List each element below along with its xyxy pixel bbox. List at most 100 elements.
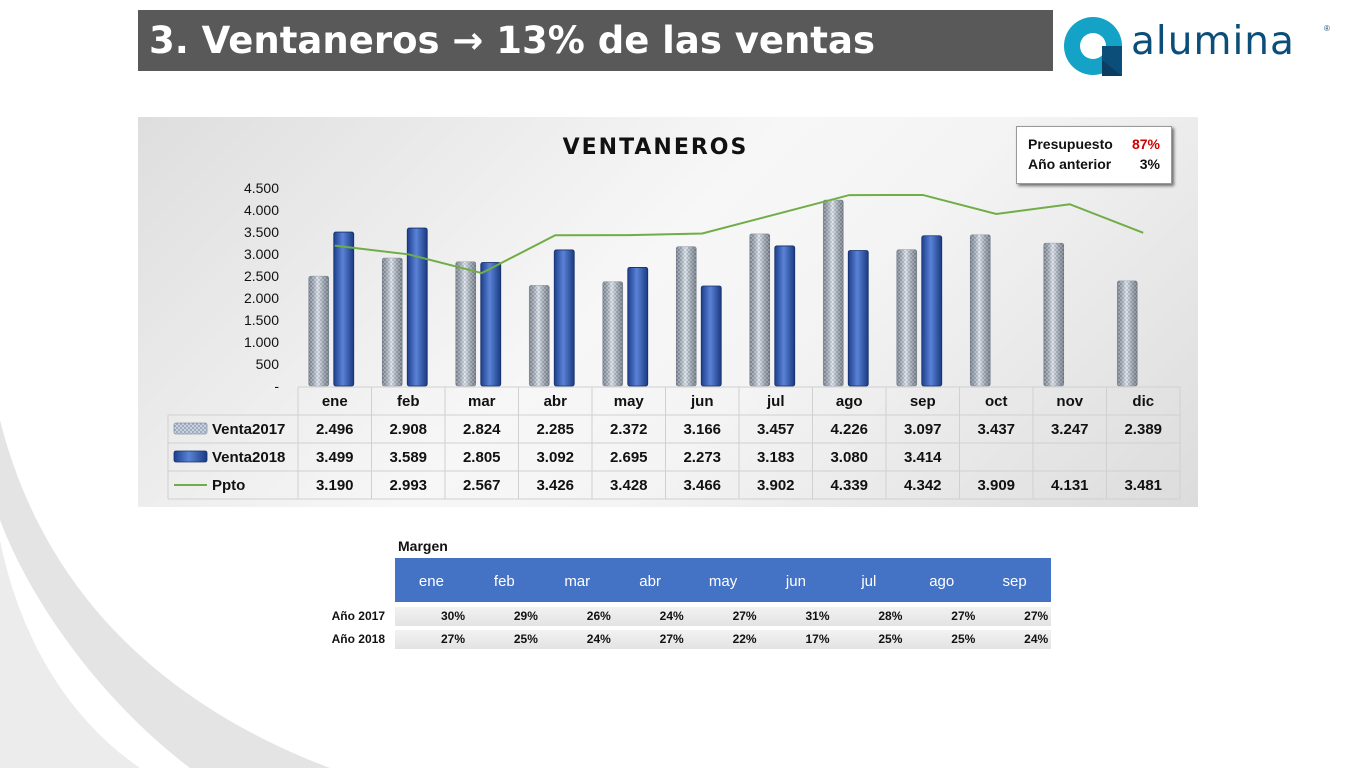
bar-venta2017-shade: [749, 233, 770, 386]
margen-cell: 22%: [732, 632, 757, 646]
margen-title: Margen: [398, 538, 448, 554]
y-tick-label: 3.500: [244, 224, 279, 240]
x-tick-label: oct: [985, 393, 1008, 410]
legend-label: Venta2018: [212, 449, 285, 466]
data-label: 2.273: [683, 449, 721, 466]
kpi-anterior-label: Año anterior: [1028, 156, 1112, 172]
data-label: 3.466: [683, 477, 721, 494]
data-label: 3.428: [610, 477, 648, 494]
bar-venta2017-shade: [823, 200, 844, 386]
data-label: 2.993: [389, 477, 427, 494]
data-label: 3.457: [757, 421, 795, 438]
x-tick-label: jul: [766, 393, 785, 410]
margen-cell: 27%: [659, 632, 684, 646]
bar-venta2018: [333, 231, 355, 387]
bar-venta2018: [847, 250, 869, 387]
data-label: 3.247: [1051, 421, 1089, 438]
margen-cell: 24%: [659, 609, 684, 623]
line-ppto: [334, 193, 1144, 275]
data-label: 4.131: [1051, 477, 1089, 494]
alumina-logo-mark: [1064, 17, 1122, 76]
margen-month-header: ago: [929, 573, 955, 590]
data-label: 3.481: [1124, 477, 1162, 494]
margen-month-header: jun: [785, 573, 806, 590]
x-tick-label: dic: [1132, 393, 1154, 410]
data-label: 2.285: [536, 421, 574, 438]
margen-cell: 24%: [1024, 632, 1049, 646]
bar-venta2017-shade: [1043, 243, 1064, 386]
margen-cell: 25%: [878, 632, 903, 646]
logo-text: alumina: [1131, 19, 1295, 64]
bar-venta2017-shade: [308, 276, 329, 386]
margen-row-label: Año 2018: [331, 632, 385, 646]
bar-venta2018: [921, 235, 943, 387]
kpi-presupuesto-value: 87%: [1131, 136, 1160, 152]
margen-cell: 27%: [440, 632, 465, 646]
data-label: 3.097: [904, 421, 942, 438]
margen-cell: 30%: [440, 609, 465, 623]
margen-cell: 28%: [878, 609, 903, 623]
x-tick-label: jun: [690, 393, 714, 410]
data-label: 2.824: [463, 421, 501, 438]
x-tick-label: may: [614, 393, 645, 410]
data-label: 3.092: [536, 449, 574, 466]
bar-venta2017-shade: [455, 261, 476, 386]
margen-month-header: feb: [493, 573, 515, 590]
legend-label: Ppto: [212, 477, 245, 494]
bar-venta2017-shade: [529, 285, 550, 386]
data-label: 2.695: [610, 449, 648, 466]
legend-key-venta2018: [173, 450, 208, 463]
margen-cell: 27%: [951, 609, 976, 623]
margen-month-header: abr: [639, 573, 661, 590]
margen-cell: 25%: [513, 632, 538, 646]
slide-title: 3. Ventaneros → 13% de las ventas: [138, 10, 1053, 71]
data-label: 3.437: [977, 421, 1015, 438]
kpi-presupuesto-label: Presupuesto: [1028, 136, 1113, 152]
margen-month-header: may: [708, 573, 738, 590]
kpi-box: Presupuesto 87% Año anterior 3%: [1016, 126, 1172, 184]
bar-venta2018: [774, 245, 796, 387]
bar-venta2018: [627, 267, 649, 387]
margen-cell: 29%: [513, 609, 538, 623]
y-tick-label: -: [274, 378, 279, 394]
x-tick-label: mar: [468, 393, 496, 410]
kpi-anterior-value: 3%: [1139, 156, 1160, 172]
data-label: 4.226: [830, 421, 868, 438]
data-label: 3.190: [316, 477, 354, 494]
x-tick-label: feb: [397, 393, 420, 410]
bar-venta2018: [480, 262, 502, 387]
y-tick-label: 1.500: [244, 312, 279, 328]
y-tick-label: 3.000: [244, 246, 279, 262]
margen-month-header: mar: [564, 573, 591, 590]
data-label: 3.414: [904, 449, 942, 466]
data-label: 3.589: [389, 449, 427, 466]
x-tick-label: ene: [322, 393, 348, 410]
sales-chart: - 500 1.000 1.500 2.000 2.500 3.000 3.500 4.000 4…: [138, 117, 1198, 507]
margen-row-label: Año 2017: [331, 609, 385, 623]
y-tick-label: 500: [256, 356, 280, 372]
x-tick-label: nov: [1056, 393, 1083, 410]
margen-month-header: jul: [861, 573, 877, 590]
x-tick-label: ago: [836, 393, 863, 410]
bar-venta2017-shade: [382, 258, 403, 386]
alumina-logo: alumina ®: [1058, 10, 1338, 80]
bar-venta2018: [406, 227, 428, 387]
y-tick-label: 2.500: [244, 268, 279, 284]
margen-cell: 27%: [732, 609, 757, 623]
bar-venta2017-shade: [1117, 280, 1138, 386]
data-label: 2.389: [1124, 421, 1162, 438]
chart-title: VENTANEROS: [562, 135, 749, 160]
margen-month-header: ene: [418, 573, 444, 590]
bar-venta2017-shade: [602, 281, 623, 386]
data-label: 2.496: [316, 421, 354, 438]
data-label: 2.372: [610, 421, 648, 438]
margen-row-2017: Año 2017 30% 29% 26% 24% 27% 31% 28% 27% 27%: [332, 607, 1051, 626]
x-tick-label: abr: [544, 393, 568, 410]
chart-canvas: - 500 1.000 1.500 2.000 2.500 3.000 3.500 4.000 4…: [167, 180, 1181, 500]
bar-venta2018: [553, 249, 575, 387]
y-tick-label: 2.000: [244, 290, 279, 306]
data-label: 2.908: [389, 421, 427, 438]
margen-cell: 31%: [805, 609, 830, 623]
y-tick-label: 1.000: [244, 334, 279, 350]
